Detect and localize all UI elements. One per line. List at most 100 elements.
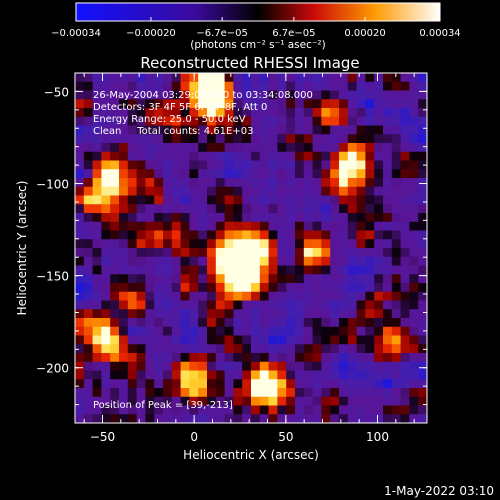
heatmap-cell bbox=[321, 309, 331, 319]
heatmap-cell bbox=[409, 143, 419, 153]
heatmap-cell bbox=[242, 108, 252, 118]
heatmap-cell bbox=[268, 396, 278, 406]
heatmap-cell bbox=[215, 344, 225, 354]
heatmap-cell bbox=[242, 134, 252, 144]
heatmap-cell bbox=[215, 265, 225, 275]
heatmap-cell bbox=[83, 230, 93, 240]
heatmap-cell bbox=[268, 160, 278, 170]
heatmap-cell bbox=[83, 326, 93, 336]
heatmap-cell bbox=[374, 73, 384, 83]
heatmap-cell bbox=[400, 99, 410, 109]
heatmap-cell bbox=[101, 195, 111, 205]
heatmap-cell bbox=[365, 274, 375, 284]
heatmap-cell bbox=[101, 169, 111, 179]
heatmap-cell bbox=[127, 134, 137, 144]
heatmap-cell bbox=[400, 405, 410, 415]
heatmap-cell bbox=[409, 195, 419, 205]
heatmap-cell bbox=[295, 230, 305, 240]
heatmap-cell bbox=[259, 178, 269, 188]
heatmap-cell bbox=[303, 309, 313, 319]
heatmap-cell bbox=[365, 318, 375, 328]
heatmap-cell bbox=[207, 370, 217, 380]
heatmap-cell bbox=[347, 274, 357, 284]
heatmap-cell bbox=[171, 405, 181, 415]
heatmap-cell bbox=[145, 178, 155, 188]
heatmap-cell bbox=[303, 143, 313, 153]
heatmap-cell bbox=[356, 151, 366, 161]
heatmap-cell bbox=[409, 309, 419, 319]
heatmap-cell bbox=[330, 213, 340, 223]
heatmap-cell bbox=[409, 134, 419, 144]
heatmap-cell bbox=[356, 99, 366, 109]
heatmap-cell bbox=[189, 318, 199, 328]
heatmap-cell bbox=[391, 353, 401, 363]
heatmap-cell bbox=[330, 353, 340, 363]
heatmap-cell bbox=[83, 186, 93, 196]
heatmap-cell bbox=[215, 134, 225, 144]
heatmap-cell bbox=[277, 221, 287, 231]
heatmap-cell bbox=[154, 361, 164, 371]
heatmap-cell bbox=[330, 230, 340, 240]
heatmap-cell bbox=[136, 396, 146, 406]
heatmap-cell bbox=[242, 81, 252, 91]
heatmap-cell bbox=[198, 248, 208, 258]
heatmap-cell bbox=[101, 396, 111, 406]
heatmap-cell bbox=[356, 318, 366, 328]
heatmap-cell bbox=[286, 186, 296, 196]
heatmap-cell bbox=[75, 361, 85, 371]
heatmap-cell bbox=[365, 221, 375, 231]
heatmap-cell bbox=[127, 230, 137, 240]
heatmap-cell bbox=[400, 151, 410, 161]
heatmap-cell bbox=[198, 353, 208, 363]
heatmap-cell bbox=[259, 318, 269, 328]
heatmap-cell bbox=[110, 291, 120, 301]
heatmap-cell bbox=[312, 379, 322, 389]
heatmap-cell bbox=[303, 379, 313, 389]
heatmap-cell bbox=[233, 81, 243, 91]
heatmap-cell bbox=[171, 396, 181, 406]
heatmap-cell bbox=[374, 361, 384, 371]
heatmap-cell bbox=[75, 169, 85, 179]
heatmap-cell bbox=[391, 178, 401, 188]
heatmap-cell bbox=[119, 361, 129, 371]
heatmap-cell bbox=[277, 151, 287, 161]
heatmap-cell bbox=[224, 248, 234, 258]
heatmap-cell bbox=[303, 169, 313, 179]
heatmap-cell bbox=[374, 213, 384, 223]
heatmap-cell bbox=[383, 90, 393, 100]
heatmap-cell bbox=[286, 309, 296, 319]
heatmap-cell bbox=[101, 134, 111, 144]
heatmap-cell bbox=[303, 318, 313, 328]
heatmap-cell bbox=[259, 274, 269, 284]
heatmap-cell bbox=[409, 326, 419, 336]
heatmap-cell bbox=[286, 90, 296, 100]
heatmap-cell bbox=[330, 309, 340, 319]
heatmap-cell bbox=[163, 213, 173, 223]
heatmap-cell bbox=[101, 414, 111, 424]
heatmap-cell bbox=[409, 274, 419, 284]
heatmap-cell bbox=[110, 405, 120, 415]
heatmap-cell bbox=[189, 125, 199, 135]
heatmap-cell bbox=[391, 143, 401, 153]
heatmap-cell bbox=[400, 396, 410, 406]
heatmap-cell bbox=[154, 248, 164, 258]
heatmap-cell bbox=[303, 134, 313, 144]
heatmap-cell bbox=[251, 186, 261, 196]
heatmap-cell bbox=[224, 116, 234, 126]
heatmap-cell bbox=[356, 326, 366, 336]
heatmap-cell bbox=[383, 178, 393, 188]
heatmap-cell bbox=[163, 344, 173, 354]
heatmap-cell bbox=[356, 230, 366, 240]
heatmap-cell bbox=[295, 160, 305, 170]
heatmap-cell bbox=[312, 370, 322, 380]
heatmap-cell bbox=[198, 160, 208, 170]
heatmap-cell bbox=[180, 379, 190, 389]
heatmap-cell bbox=[286, 370, 296, 380]
heatmap-cell bbox=[303, 213, 313, 223]
heatmap-cell bbox=[75, 90, 85, 100]
heatmap-cell bbox=[277, 396, 287, 406]
heatmap-cell bbox=[189, 178, 199, 188]
heatmap-cell bbox=[295, 125, 305, 135]
heatmap-cell bbox=[233, 204, 243, 214]
heatmap-cell bbox=[207, 388, 217, 398]
